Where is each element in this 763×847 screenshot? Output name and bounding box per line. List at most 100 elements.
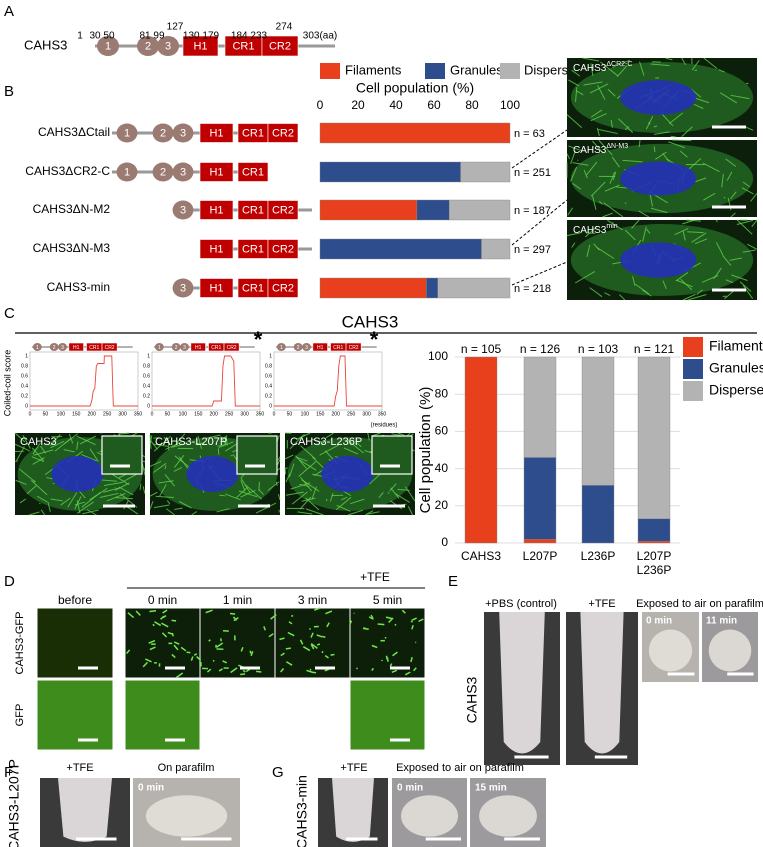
domain-ellipse (116, 123, 138, 143)
filament (726, 171, 733, 181)
residue-position: 130 179 (183, 31, 220, 42)
x-tick-label: 250 (225, 411, 234, 417)
filament (624, 126, 630, 131)
speckle (149, 646, 156, 651)
filament (730, 212, 736, 218)
n-label: n = 63 (514, 128, 545, 140)
filament (299, 459, 317, 471)
speckle (412, 667, 417, 672)
domain-label: CR2 (269, 40, 291, 52)
filament (76, 441, 79, 450)
asterisk: * (254, 327, 263, 352)
filament (632, 276, 636, 286)
bar-segment (523, 539, 557, 544)
speckle (270, 614, 277, 620)
image-label: CAHS3-L207P (155, 436, 227, 448)
column-label: On parafilm (158, 762, 215, 774)
speckle (316, 634, 323, 638)
domain-box (312, 342, 328, 352)
speckle (222, 660, 228, 664)
x-tick-label: 60 (427, 98, 441, 112)
column-label: +TFE (66, 762, 93, 774)
x-tick-label: 100 (179, 411, 188, 417)
filament (693, 103, 704, 109)
filament (713, 267, 722, 280)
filament (687, 157, 702, 171)
domain-box (199, 162, 234, 182)
y-tick-label: 0 (147, 403, 150, 409)
speckle (287, 631, 295, 637)
tube (58, 778, 112, 842)
domain-box (199, 200, 234, 220)
filament (638, 210, 650, 218)
residue-position: 1 (77, 31, 83, 42)
x-tick-label: 250 (347, 411, 356, 417)
filament (31, 456, 45, 463)
speckle (299, 639, 304, 645)
filament (589, 287, 603, 298)
micrograph (349, 607, 426, 679)
y-tick-label: 0 (441, 535, 448, 549)
speckle (371, 644, 378, 649)
connector (511, 129, 568, 169)
speckle (313, 607, 321, 611)
filament (729, 257, 742, 261)
protein-name: CAHS3-L207P (6, 759, 22, 847)
filament (220, 436, 226, 445)
filament (622, 159, 643, 163)
speckle (171, 619, 177, 622)
image-label: CAHS3min (573, 223, 618, 236)
filament (22, 435, 31, 449)
x-tick-label: 0 (151, 411, 154, 417)
speckle (232, 616, 238, 621)
domain-label: 1 (105, 40, 111, 52)
domain-label: H1 (209, 166, 223, 178)
residue-position: 303(aa) (303, 31, 337, 42)
filament (118, 486, 134, 496)
nucleus (51, 455, 104, 493)
filament (285, 491, 304, 496)
filament (736, 219, 754, 226)
x-tick-label: 0 (317, 98, 324, 112)
x-tick-label: 200 (88, 411, 97, 417)
drop (648, 629, 693, 672)
filament (665, 57, 673, 61)
domain-label: H1 (209, 282, 223, 294)
filament (284, 454, 294, 460)
filament (687, 294, 707, 301)
filament (611, 156, 620, 168)
y-tick-label: 1 (147, 353, 150, 359)
filament (653, 125, 658, 128)
domain-ellipse (154, 343, 164, 351)
y-tick-label: 0.4 (265, 383, 272, 389)
bar-segment (637, 540, 671, 544)
image-label-sup: ΔCR2-C (606, 61, 632, 68)
speckle (388, 617, 394, 624)
filament (404, 486, 416, 502)
speckle (411, 617, 417, 622)
filament (687, 231, 704, 234)
y-tick-label: 100 (428, 349, 448, 363)
filament (300, 445, 316, 460)
bar-segment (319, 238, 482, 260)
filament (14, 460, 18, 463)
row-label: CAHS3ΔCtail (38, 125, 110, 139)
speckle (410, 620, 413, 623)
filament (216, 508, 230, 513)
filament (79, 435, 97, 445)
filament (691, 232, 707, 243)
panel-label: E (448, 573, 458, 590)
domain-label: 2 (297, 345, 300, 351)
score-line (152, 355, 260, 407)
time-label: 0 min (138, 783, 164, 794)
image-label-base: CAHS3 (573, 145, 607, 156)
filament (149, 500, 154, 510)
time-label: 0 min (646, 616, 672, 627)
x-tick-label: 150 (194, 411, 203, 417)
domain-ellipse (171, 343, 181, 351)
x-tick-line: L236P (637, 563, 672, 577)
nucleus (186, 455, 239, 493)
filament (389, 483, 397, 492)
domain-label: CR2 (227, 345, 237, 351)
filament (30, 479, 48, 496)
